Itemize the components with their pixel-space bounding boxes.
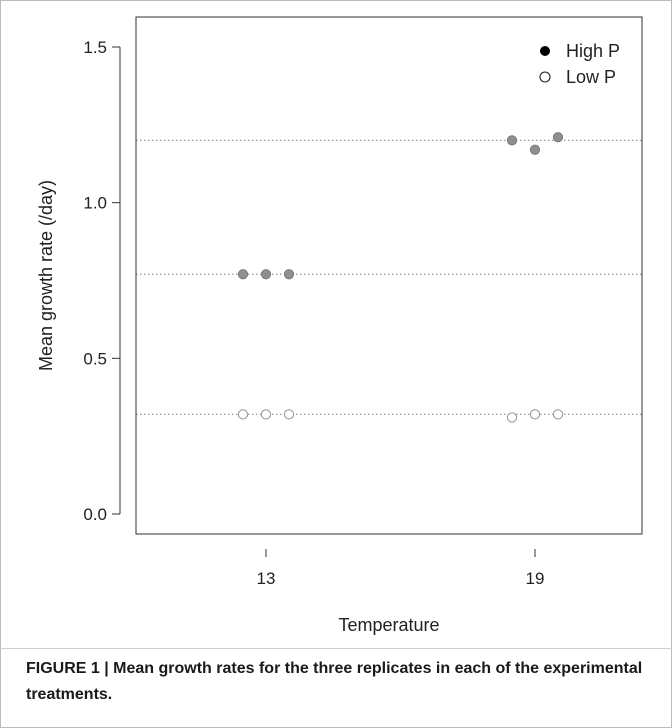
chart: 0.0 0.5 1.0 1.5 13 19 Mean growth rate (/day… [36, 16, 643, 635]
legend-marker-high-p [540, 46, 550, 56]
low-p-point [260, 409, 272, 420]
legend-marker-low-p [539, 71, 551, 83]
reference-lines [136, 139, 642, 415]
low-p-point [506, 412, 518, 423]
y-axis-title: Mean growth rate (/day) [36, 180, 56, 371]
caption-divider [0, 648, 672, 649]
high-p-point [506, 135, 518, 146]
x-axis-title: Temperature [338, 615, 439, 635]
high-p-point [260, 269, 272, 280]
y-axis: 0.0 0.5 1.0 1.5 [83, 38, 121, 524]
high-p-point [237, 269, 249, 280]
y-tick-label: 1.0 [83, 194, 107, 213]
x-tick-label: 13 [257, 569, 276, 588]
legend-label-high-p: High P [566, 41, 620, 61]
y-tick-label: 1.5 [83, 38, 107, 57]
high-p-point [529, 144, 541, 155]
plot-area [135, 16, 643, 535]
low-p-point [237, 409, 249, 420]
low-p-point [529, 409, 541, 420]
y-tick-label: 0.0 [83, 505, 107, 524]
high-p-point [552, 132, 564, 143]
x-tick-label: 19 [526, 569, 545, 588]
x-axis: 13 19 [257, 549, 545, 588]
figure-caption: FIGURE 1 | Mean growth rates for the thr… [26, 660, 643, 703]
legend: High P Low P [539, 41, 620, 87]
data-points [237, 132, 564, 423]
legend-label-low-p: Low P [566, 67, 616, 87]
y-tick-label: 0.5 [83, 349, 107, 368]
low-p-point [283, 409, 295, 420]
high-p-point [283, 269, 295, 280]
low-p-point [552, 409, 564, 420]
